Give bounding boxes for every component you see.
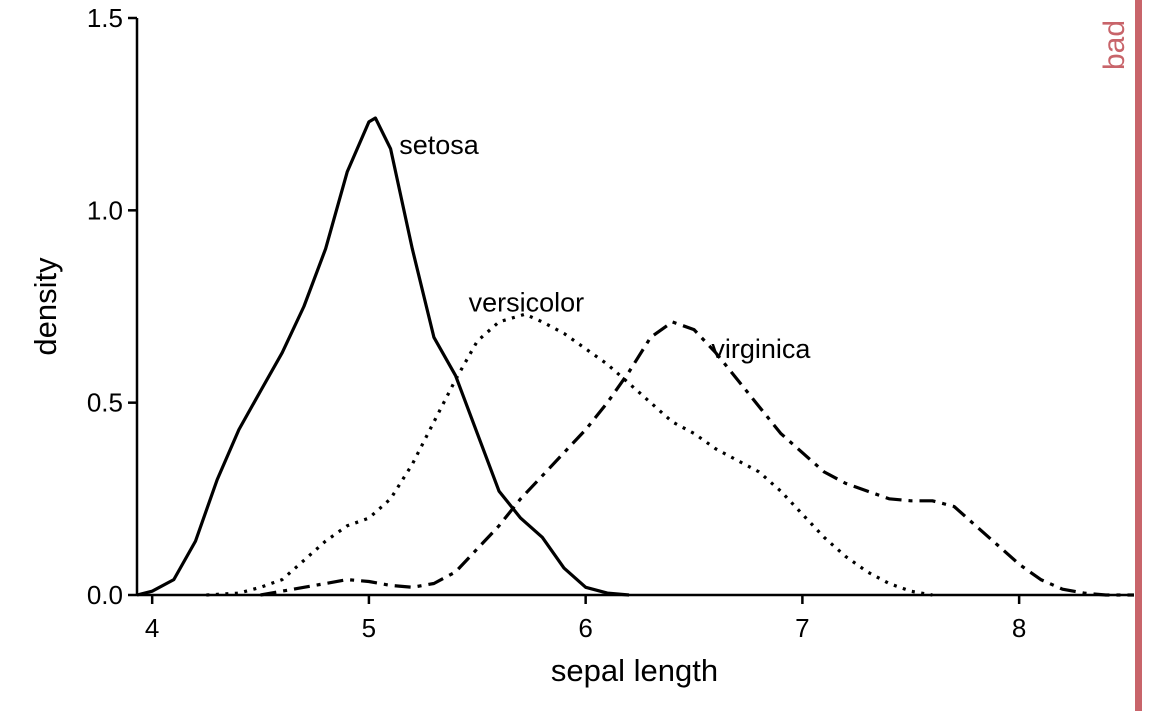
y-axis: 0.0 0.5 1.0 1.5 density bbox=[28, 3, 139, 610]
x-tick-label: 4 bbox=[145, 613, 159, 643]
series-versicolor-line bbox=[206, 312, 933, 597]
series-setosa-line bbox=[136, 116, 630, 597]
x-axis-title: sepal length bbox=[551, 653, 718, 688]
y-tick-label: 0.0 bbox=[87, 580, 123, 610]
y-tick-label: 0.5 bbox=[87, 388, 123, 418]
series-labels: setosa versicolor virginica bbox=[399, 130, 811, 364]
series-layer bbox=[136, 116, 1134, 597]
side-badge: bad bbox=[1098, 0, 1142, 711]
x-tick-label: 7 bbox=[795, 613, 809, 643]
y-tick-label: 1.0 bbox=[87, 195, 123, 225]
series-label-setosa: setosa bbox=[399, 130, 480, 160]
x-tick-label: 6 bbox=[578, 613, 592, 643]
x-tick-label: 8 bbox=[1012, 613, 1026, 643]
x-ticks: 4 5 6 7 8 bbox=[145, 595, 1026, 643]
x-axis: 4 5 6 7 8 sepal length bbox=[137, 593, 1134, 688]
y-tick-label: 1.5 bbox=[87, 3, 123, 33]
series-label-virginica: virginica bbox=[711, 334, 811, 364]
x-tick-label: 5 bbox=[362, 613, 376, 643]
y-axis-title: density bbox=[28, 257, 63, 356]
badge-bar bbox=[1135, 0, 1142, 711]
series-virginica-line bbox=[260, 320, 1134, 597]
y-ticks: 0.0 0.5 1.0 1.5 bbox=[87, 3, 137, 610]
badge-text: bad bbox=[1098, 20, 1131, 70]
series-label-versicolor: versicolor bbox=[469, 288, 585, 318]
